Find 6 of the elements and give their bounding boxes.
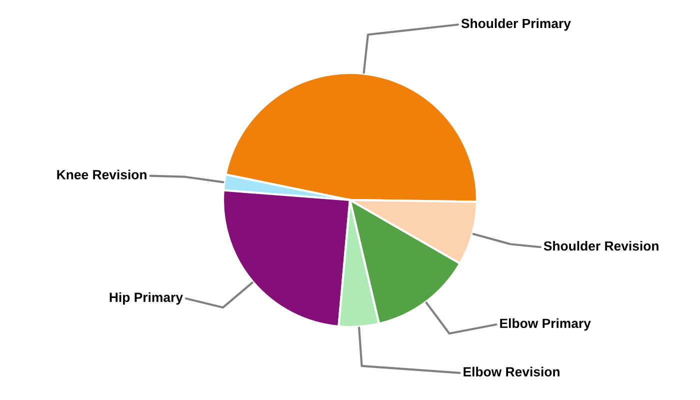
slice-label: Shoulder Revision [544,240,658,251]
slice-label: Hip Primary [110,292,183,305]
slice-label: Elbow Revision [464,366,560,376]
slice-label: Elbow Primary [500,318,591,331]
slice-label: Shoulder Primary [461,18,571,31]
slice-label: Knee Revision [57,170,146,180]
